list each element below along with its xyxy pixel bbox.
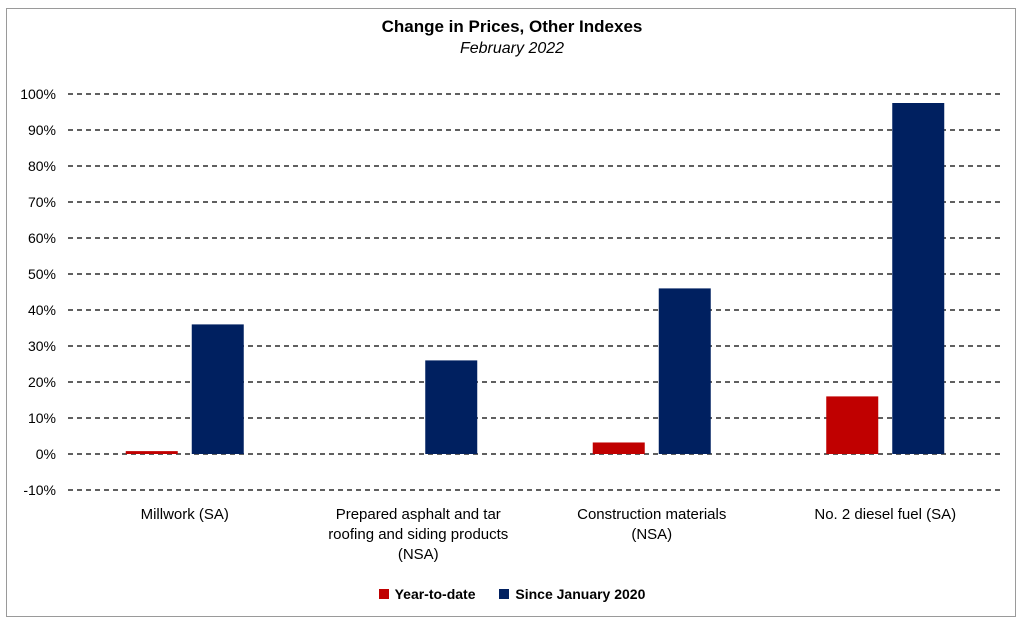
y-tick-label: 100% xyxy=(20,86,56,102)
y-tick-label: 90% xyxy=(28,122,56,138)
chart-subtitle: February 2022 xyxy=(459,40,565,57)
legend-item-ytd: Year-to-date xyxy=(378,586,476,602)
y-tick-label: 30% xyxy=(28,338,56,354)
legend-swatch-since-2020 xyxy=(499,589,510,599)
y-tick-label: 20% xyxy=(28,374,56,390)
bar-ytd xyxy=(592,442,645,454)
legend-label-since-2020: Since January 2020 xyxy=(515,586,646,602)
legend: Year-to-date Since January 2020 xyxy=(0,586,1024,602)
legend-label-ytd: Year-to-date xyxy=(394,586,476,602)
x-category-label: Prepared asphalt and tar xyxy=(336,506,501,523)
y-tick-label: 60% xyxy=(28,230,56,246)
y-tick-label: 70% xyxy=(28,194,56,210)
y-tick-label: 0% xyxy=(36,446,56,462)
bar-since-2020 xyxy=(191,324,244,454)
bar-ytd xyxy=(826,396,879,454)
y-tick-label: 40% xyxy=(28,302,56,318)
chart-frame xyxy=(6,8,1016,617)
y-tick-label: 50% xyxy=(28,266,56,282)
x-category-label: (NSA) xyxy=(631,526,672,543)
x-category-label: No. 2 diesel fuel (SA) xyxy=(814,506,956,523)
legend-item-since-2020: Since January 2020 xyxy=(499,586,645,602)
x-category-label: Millwork (SA) xyxy=(141,506,229,523)
bar-since-2020 xyxy=(425,360,478,454)
bar-since-2020 xyxy=(658,288,711,454)
y-tick-label: 10% xyxy=(28,410,56,426)
chart-title: Change in Prices, Other Indexes xyxy=(381,17,643,36)
legend-swatch-ytd xyxy=(378,589,389,599)
x-category-label: (NSA) xyxy=(398,546,439,563)
chart-title-block: Change in Prices, Other Indexes February… xyxy=(0,16,1024,60)
bar-since-2020 xyxy=(892,103,945,454)
x-category-label: Construction materials xyxy=(577,506,726,523)
bar-ytd xyxy=(125,451,178,454)
y-tick-label: -10% xyxy=(23,482,56,498)
y-tick-label: 80% xyxy=(28,158,56,174)
x-category-label: roofing and siding products xyxy=(328,526,508,543)
